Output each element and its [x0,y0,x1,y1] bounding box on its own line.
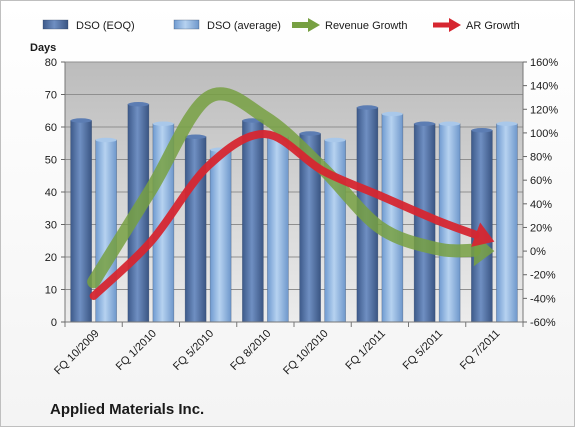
bar-cap [471,128,493,133]
x-tick-label: FQ 10/2010 [281,328,331,378]
bar-cap [414,121,436,126]
bar-cap [95,137,117,143]
y2-tick-label: 20% [530,222,552,234]
y2-tick-label: 60% [530,175,552,187]
bar-dso-average [381,113,404,323]
y-tick-label: 60 [45,122,57,134]
y-tick-label: 30 [45,220,57,232]
y-tick-label: 0 [51,317,57,329]
legend-label: DSO (average) [207,20,281,32]
y2-tick-label: 160% [530,57,558,69]
bar-cap [496,121,518,126]
bar-cap [299,131,321,136]
x-tick-label: FQ 1/2011 [343,328,388,373]
y-tick-label: 40 [45,187,57,199]
y2-tick-label: 40% [530,199,552,211]
x-tick-label: FQ 1/2010 [114,328,159,373]
x-tick-label: FQ 8/2010 [228,328,273,373]
x-tick-label: FQ 10/2009 [52,328,102,378]
bar-cap [70,118,92,123]
y-tick-label: 10 [45,285,57,297]
y-tick-label: 70 [45,90,57,102]
bar-dso-eoq [242,120,264,323]
y2-tick-label: -60% [530,317,556,329]
bar-cap [152,121,174,126]
bar-cap [127,102,149,107]
bar-dso-average [267,136,289,323]
bar-cap [324,137,346,143]
y-tick-label: 50 [45,155,57,167]
legend-swatch [42,19,69,30]
bar-dso-average [209,149,232,323]
y2-tick-label: -40% [530,293,556,305]
legend-swatch-arrow [449,18,461,32]
ar-growth-arrowhead [471,222,495,247]
x-tick-label: FQ 7/2011 [458,328,503,373]
bar-dso-eoq [70,120,92,323]
legend-label: Revenue Growth [325,20,408,32]
ar-growth-line [89,130,480,300]
revenue-growth-line [87,87,481,289]
y2-axis-ticks: -60% -40% -20% 0% 20% 40% 60% 80% 100% 120% 140% 16… [523,57,558,329]
bar-dso-eoq [184,136,207,323]
legend-label: AR Growth [466,20,520,32]
y2-tick-label: -20% [530,270,556,282]
y2-tick-label: 120% [530,104,558,116]
y2-tick-label: 0% [530,246,546,258]
y-tick-label: 80 [45,57,57,69]
legend-label: DSO (EOQ) [76,20,135,32]
bar-cap [185,134,207,139]
y-axis-ticks: 0 10 20 30 40 50 60 70 80 [45,57,65,329]
y2-tick-label: 100% [530,128,558,140]
chart-title: Applied Materials Inc. [50,401,204,418]
y2-tick-label: 80% [530,152,552,164]
legend-swatch-arrow [308,18,320,32]
y2-tick-label: 140% [530,81,558,93]
legend-swatch [173,19,200,30]
legend: DSO (EOQ) DSO (average) Revenue Growth AR G… [42,18,520,32]
x-axis-ticks: FQ 10/2009 FQ 1/2010 FQ 5/2010 FQ 8/2010 FQ … [52,328,502,378]
x-tick-label: FQ 5/2011 [401,328,446,373]
x-tick-label: FQ 5/2010 [171,328,216,373]
bar-dso-eoq [413,123,436,323]
growth-arrows [87,87,495,300]
bar-cap [381,111,403,117]
bar-cap [356,105,378,110]
y-axis-title: Days [30,42,56,54]
y-tick-label: 20 [45,252,57,264]
bar-cap [439,121,461,126]
bar-dso-average [496,123,518,323]
